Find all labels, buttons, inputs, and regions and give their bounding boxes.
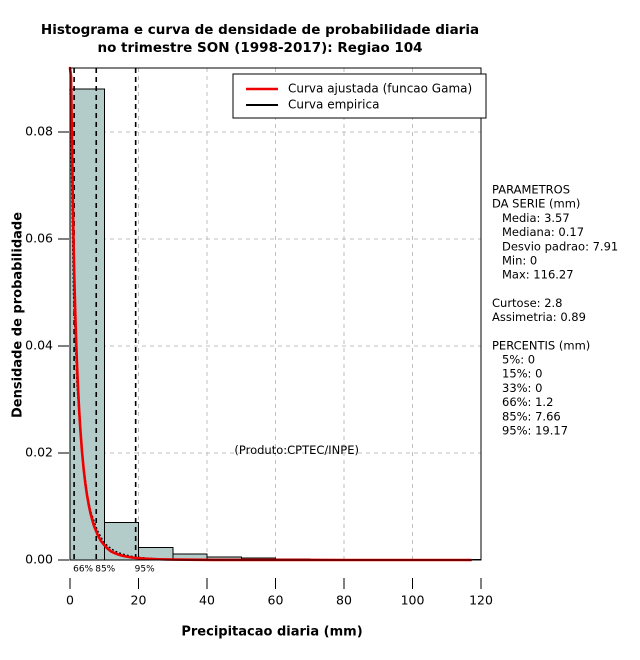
y-axis-tick-label: 0.00 <box>25 552 53 567</box>
stats-percentile-line: 33%: 0 <box>502 381 542 395</box>
y-axis-tick-label: 0.02 <box>25 445 53 460</box>
fitted-gamma-curve-line <box>68 66 473 562</box>
legend-label-empirical-curve: Curva empirica <box>288 98 379 112</box>
percentile-markers: 66% 85% 95% <box>73 565 155 575</box>
stats-shape-line: Curtose: 2.8 <box>492 296 562 310</box>
x-axis-tick-label: 100 <box>401 593 425 608</box>
percentile-marker-label: 95% <box>135 565 155 575</box>
plot-frame <box>69 67 482 561</box>
x-axis-tick-label: 20 <box>131 593 147 608</box>
stats-heading-parametros: PARAMETROS <box>492 183 570 197</box>
percentile-marker-label: 85% <box>95 565 115 575</box>
grid-lines <box>69 68 482 561</box>
stats-parameter-line: Media: 3.57 <box>502 211 570 225</box>
chart-legend: Curva ajustada (funcao Gama) Curva empir… <box>232 73 487 119</box>
x-axis-tick-label: 80 <box>336 593 352 608</box>
stats-percentile-line: 66%: 1.2 <box>502 395 553 409</box>
annotation-produto: (Produto:CPTEC/INPE) <box>234 443 359 457</box>
y-axis-tick-label: 0.06 <box>25 231 53 246</box>
chart-title-line1: Histograma e curva de densidade de proba… <box>41 22 479 38</box>
y-axis: 0.00 0.02 0.04 0.06 0.08 <box>25 124 69 567</box>
x-axis-title: Precipitacao diaria (mm) <box>181 625 362 640</box>
y-axis-title: Densidade de probabilidade <box>11 212 26 418</box>
plot-annotations: (Produto:CPTEC/INPE) <box>234 443 359 457</box>
fitted-gamma-curve <box>68 66 473 562</box>
x-axis-tick-label: 0 <box>66 593 74 608</box>
stats-percentile-line: 85%: 7.66 <box>502 409 561 423</box>
stats-percentile-line: 95%: 19.17 <box>502 424 568 438</box>
x-axis-tick-label: 40 <box>199 593 215 608</box>
x-axis-tick-label: 60 <box>268 593 284 608</box>
stats-heading-da-serie: DA SERIE (mm) <box>492 197 580 211</box>
x-axis-tick-label: 120 <box>469 593 493 608</box>
percentile-marker-label: 66% <box>73 565 93 575</box>
y-axis-tick-label: 0.04 <box>25 338 53 353</box>
x-axis: 0 20 40 60 80 100 120 <box>66 578 493 608</box>
y-axis-tick-label: 0.08 <box>25 124 53 139</box>
histogram-bar <box>103 522 139 561</box>
stats-percentile-line: 15%: 0 <box>502 367 542 381</box>
legend-label-fitted-curve: Curva ajustada (funcao Gama) <box>288 82 472 96</box>
empirical-curve-line <box>69 88 471 561</box>
stats-percentile-line: 5%: 0 <box>502 353 535 367</box>
stats-parameter-line: Min: 0 <box>502 254 537 268</box>
stats-parameter-line: Max: 116.27 <box>502 268 574 282</box>
chart-title-line2: no trimestre SON (1998-2017): Regiao 104 <box>97 40 422 56</box>
stats-parameter-line: Mediana: 0.17 <box>502 225 584 239</box>
empirical-curve <box>69 88 471 561</box>
legend-box <box>232 73 487 119</box>
stats-parameter-line: Desvio padrao: 7.91 <box>502 239 618 253</box>
stats-shape-line: Assimetria: 0.89 <box>492 310 586 324</box>
stats-heading-percentis: PERCENTIS (mm) <box>492 338 590 352</box>
